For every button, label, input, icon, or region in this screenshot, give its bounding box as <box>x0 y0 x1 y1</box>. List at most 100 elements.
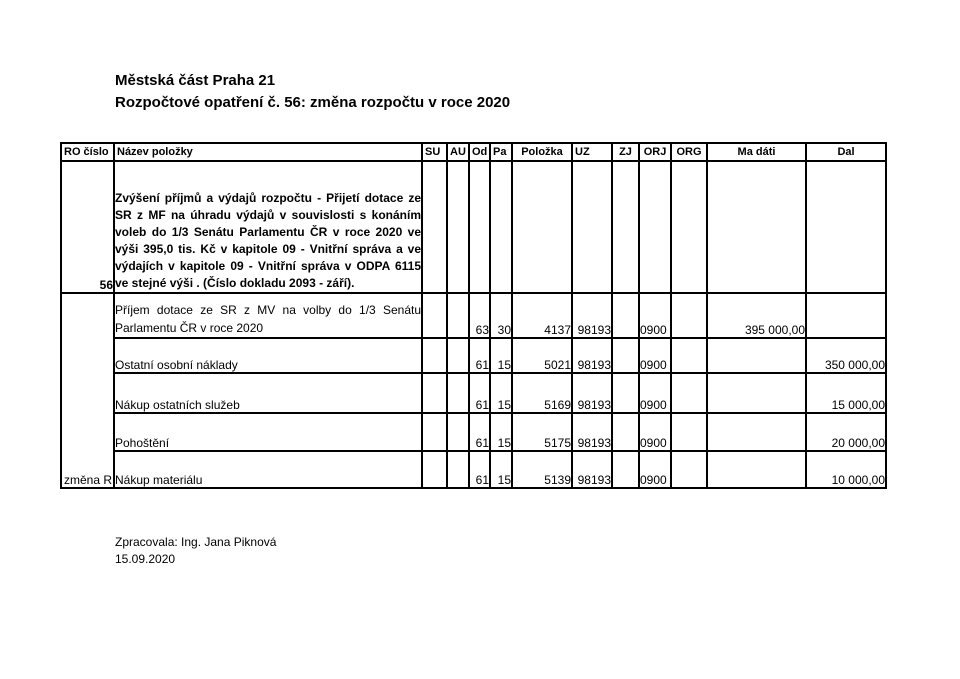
cell-au <box>446 292 470 339</box>
cell-uz: 98193 <box>571 372 613 414</box>
cell-od: 63 <box>468 292 491 339</box>
cell-pa <box>489 160 513 294</box>
document-title: Rozpočtové opatření č. 56: změna rozpočt… <box>115 94 511 111</box>
prepared-by-label: Zpracovala: Ing. Jana Piknová <box>115 535 277 549</box>
cell-su <box>421 160 448 294</box>
cell-pa: 15 <box>489 412 513 452</box>
cell-org <box>670 292 708 339</box>
table-row-expense: Nákup materiálu 61 15 5139 98193 0900 10… <box>61 450 887 489</box>
document-header: Městská část Praha 21 Rozpočtové opatřen… <box>115 70 510 114</box>
table-row-expense: Ostatní osobní náklady 61 15 5021 98193 … <box>61 337 887 374</box>
cell-zj <box>611 450 640 489</box>
cell-pa: 15 <box>489 372 513 414</box>
cell-dal <box>805 292 887 339</box>
cell-au <box>446 450 470 489</box>
cell-orj: 0900 <box>638 372 672 414</box>
cell-org <box>670 412 708 452</box>
cell-orj: 0900 <box>638 450 672 489</box>
col-header-zj: ZJ <box>611 142 640 162</box>
cell-org <box>670 450 708 489</box>
cell-nazev-polozky: Zvýšení příjmů a výdajů rozpočtu - Přije… <box>113 160 423 294</box>
cell-au <box>446 412 470 452</box>
cell-ma-dati <box>706 160 807 294</box>
cell-org <box>670 372 708 414</box>
cell-pa: 30 <box>489 292 513 339</box>
cell-pa: 15 <box>489 337 513 374</box>
cell-au <box>446 337 470 374</box>
cell-od <box>468 160 491 294</box>
document-date: 15.09.2020 <box>115 552 176 566</box>
cell-pa: 15 <box>489 450 513 489</box>
cell-ma-dati <box>706 412 807 452</box>
cell-ro-cislo: změna R <box>60 292 115 489</box>
org-title: Městská část Praha 21 <box>115 72 276 89</box>
cell-polozka <box>511 160 573 294</box>
cell-su <box>421 292 448 339</box>
cell-uz <box>571 160 613 294</box>
col-header-ma-dati: Ma dáti <box>706 142 807 162</box>
cell-dal: 20 000,00 <box>805 412 887 452</box>
cell-zj <box>611 337 640 374</box>
cell-nazev-polozky: Ostatní osobní náklady <box>113 337 423 374</box>
col-header-polozka: Položka <box>511 142 573 162</box>
cell-od: 61 <box>468 450 491 489</box>
cell-su <box>421 337 448 374</box>
cell-ma-dati <box>706 372 807 414</box>
cell-dal: 10 000,00 <box>805 450 887 489</box>
cell-uz: 98193 <box>571 412 613 452</box>
cell-orj: 0900 <box>638 412 672 452</box>
budget-table: RO číslo Název položky SU AU Od Pa Polož… <box>60 142 887 489</box>
cell-dal <box>805 160 887 294</box>
table-row-expense: Nákup ostatních služeb 61 15 5169 98193 … <box>61 372 887 414</box>
cell-nazev-polozky: Nákup ostatních služeb <box>113 372 423 414</box>
cell-au <box>446 372 470 414</box>
cell-org <box>670 337 708 374</box>
cell-uz: 98193 <box>571 450 613 489</box>
cell-org <box>670 160 708 294</box>
cell-su <box>421 450 448 489</box>
cell-au <box>446 160 470 294</box>
col-header-uz: UZ <box>571 142 613 162</box>
cell-dal: 15 000,00 <box>805 372 887 414</box>
cell-su <box>421 372 448 414</box>
cell-zj <box>611 412 640 452</box>
cell-ro-cislo: 56 <box>60 160 115 294</box>
cell-orj: 0900 <box>638 292 672 339</box>
col-header-au: AU <box>446 142 470 162</box>
cell-su <box>421 412 448 452</box>
cell-od: 61 <box>468 372 491 414</box>
cell-ma-dati <box>706 450 807 489</box>
cell-zj <box>611 292 640 339</box>
col-header-ro-cislo: RO číslo <box>60 142 115 162</box>
cell-polozka: 5139 <box>511 450 573 489</box>
cell-polozka: 4137 <box>511 292 573 339</box>
header-row: RO číslo Název položky SU AU Od Pa Polož… <box>60 142 887 162</box>
cell-polozka: 5175 <box>511 412 573 452</box>
cell-nazev-polozky: Pohoštění <box>113 412 423 452</box>
cell-orj <box>638 160 672 294</box>
cell-nazev-polozky: Nákup materiálu <box>113 450 423 489</box>
cell-polozka: 5169 <box>511 372 573 414</box>
col-header-su: SU <box>421 142 448 162</box>
col-header-dal: Dal <box>805 142 887 162</box>
cell-zj <box>611 372 640 414</box>
table-row-measure: 56 Zvýšení příjmů a výdajů rozpočtu - Př… <box>60 160 887 294</box>
cell-zj <box>611 160 640 294</box>
cell-polozka: 5021 <box>511 337 573 374</box>
cell-uz: 98193 <box>571 337 613 374</box>
cell-nazev-polozky: Příjem dotace ze SR z MV na volby do 1/3… <box>113 292 423 339</box>
cell-ma-dati <box>706 337 807 374</box>
table-row-expense: Pohoštění 61 15 5175 98193 0900 20 000,0… <box>61 412 887 452</box>
cell-od: 61 <box>468 412 491 452</box>
ro-cislo-label: změna R <box>64 473 113 487</box>
table-row-income: změna R Příjem dotace ze SR z MV na volb… <box>60 292 887 489</box>
cell-orj: 0900 <box>638 337 672 374</box>
col-header-orj: ORJ <box>638 142 672 162</box>
cell-od: 61 <box>468 337 491 374</box>
col-header-nazev-polozky: Název položky <box>113 142 423 162</box>
cell-ma-dati: 395 000,00 <box>706 292 807 339</box>
col-header-pa: Pa <box>489 142 513 162</box>
document-footer: Zpracovala: Ing. Jana Piknová 15.09.2020 <box>115 534 276 568</box>
col-header-org: ORG <box>670 142 708 162</box>
